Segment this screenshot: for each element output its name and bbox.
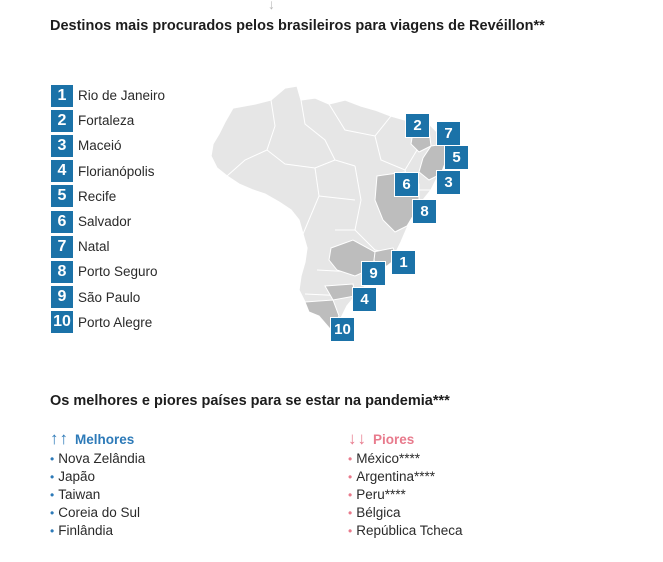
arrow-up-icon: ↑↑ <box>50 429 69 448</box>
list-item: • Argentina**** <box>348 469 436 484</box>
ranking-row: 2 Fortaleza <box>51 108 165 133</box>
map-marker-8: 8 <box>413 200 436 223</box>
bullet-icon: • <box>348 452 353 466</box>
city-name: Maceió <box>78 138 122 154</box>
city-name: Natal <box>78 239 110 255</box>
pandemic-section-title: Os melhores e piores países para se esta… <box>50 393 450 409</box>
ranking-row: 7 Natal <box>51 234 165 259</box>
list-item: • Finlândia <box>50 523 113 538</box>
ranking-row: 1 Rio de Janeiro <box>51 83 165 108</box>
city-name: Salvador <box>78 214 132 230</box>
bullet-icon: • <box>50 524 55 538</box>
city-name: Porto Seguro <box>78 264 158 280</box>
rank-badge: 9 <box>51 286 73 309</box>
list-item: • República Tcheca <box>348 523 463 538</box>
bullet-icon: • <box>348 488 353 502</box>
map-marker-7: 7 <box>437 122 460 145</box>
map-marker-6: 6 <box>395 173 418 196</box>
list-item: • México**** <box>348 451 420 466</box>
list-item: • Coreia do Sul <box>50 505 141 520</box>
ranking-row: 4 Florianópolis <box>51 159 165 184</box>
map-marker-9: 9 <box>362 262 385 285</box>
list-item: • Nova Zelândia <box>50 451 146 466</box>
ranking-row: 6 Salvador <box>51 209 165 234</box>
city-name: Porto Alegre <box>78 314 153 330</box>
rank-badge: 5 <box>51 185 73 208</box>
rank-badge: 2 <box>51 109 73 132</box>
worst-header: ↓↓ Piores <box>348 428 463 450</box>
city-name: Florianópolis <box>78 163 155 179</box>
city-name: Rio de Janeiro <box>78 88 166 104</box>
page-title: Destinos mais procurados pelos brasileir… <box>50 18 545 34</box>
ranking-row: 3 Maceió <box>51 133 165 158</box>
brazil-map: 1 2 3 4 5 6 7 8 9 10 <box>205 80 485 345</box>
rank-badge: 7 <box>51 235 73 258</box>
bullet-icon: • <box>50 470 55 484</box>
rank-badge: 1 <box>51 84 73 107</box>
rank-badge: 6 <box>51 210 73 233</box>
best-label: Melhores <box>75 431 135 447</box>
map-marker-1: 1 <box>392 251 415 274</box>
rank-badge: 8 <box>51 260 73 283</box>
map-marker-3: 3 <box>437 171 460 194</box>
rank-badge: 4 <box>51 160 73 183</box>
rank-badge: 10 <box>51 311 73 334</box>
list-item: • Bélgica <box>348 505 401 520</box>
ranking-row: 10 Porto Alegre <box>51 310 165 335</box>
city-name: Fortaleza <box>78 113 135 129</box>
best-header: ↑↑ Melhores <box>50 428 145 450</box>
map-marker-5: 5 <box>445 146 468 169</box>
ranking-row: 9 São Paulo <box>51 285 165 310</box>
list-item: • Japão <box>50 469 95 484</box>
arrow-down-icon: ↓↓ <box>348 429 367 448</box>
rank-badge: 3 <box>51 134 73 157</box>
worst-countries-column: ↓↓ Piores • México**** • Argentina**** • Pe… <box>348 428 463 540</box>
brazil-map-shape <box>210 85 448 331</box>
ranking-row: 8 Porto Seguro <box>51 259 165 284</box>
map-marker-10: 10 <box>331 318 354 341</box>
list-item: • Peru**** <box>348 487 406 502</box>
map-marker-2: 2 <box>406 114 429 137</box>
ranking-row: 5 Recife <box>51 184 165 209</box>
bullet-icon: • <box>348 524 353 538</box>
bullet-icon: • <box>348 506 353 520</box>
bullet-icon: • <box>50 452 55 466</box>
scroll-down-arrow-icon: ↓ <box>268 0 275 12</box>
bullet-icon: • <box>348 470 353 484</box>
best-countries-column: ↑↑ Melhores • Nova Zelândia • Japão • Taiwa… <box>50 428 145 540</box>
list-item: • Taiwan <box>50 487 101 502</box>
worst-label: Piores <box>373 431 415 447</box>
city-name: São Paulo <box>78 289 141 305</box>
city-name: Recife <box>78 188 117 204</box>
bullet-icon: • <box>50 506 55 520</box>
bullet-icon: • <box>50 488 55 502</box>
destination-ranking-list: 1 Rio de Janeiro 2 Fortaleza 3 Maceió 4 Flor… <box>51 83 165 335</box>
map-marker-4: 4 <box>353 288 376 311</box>
